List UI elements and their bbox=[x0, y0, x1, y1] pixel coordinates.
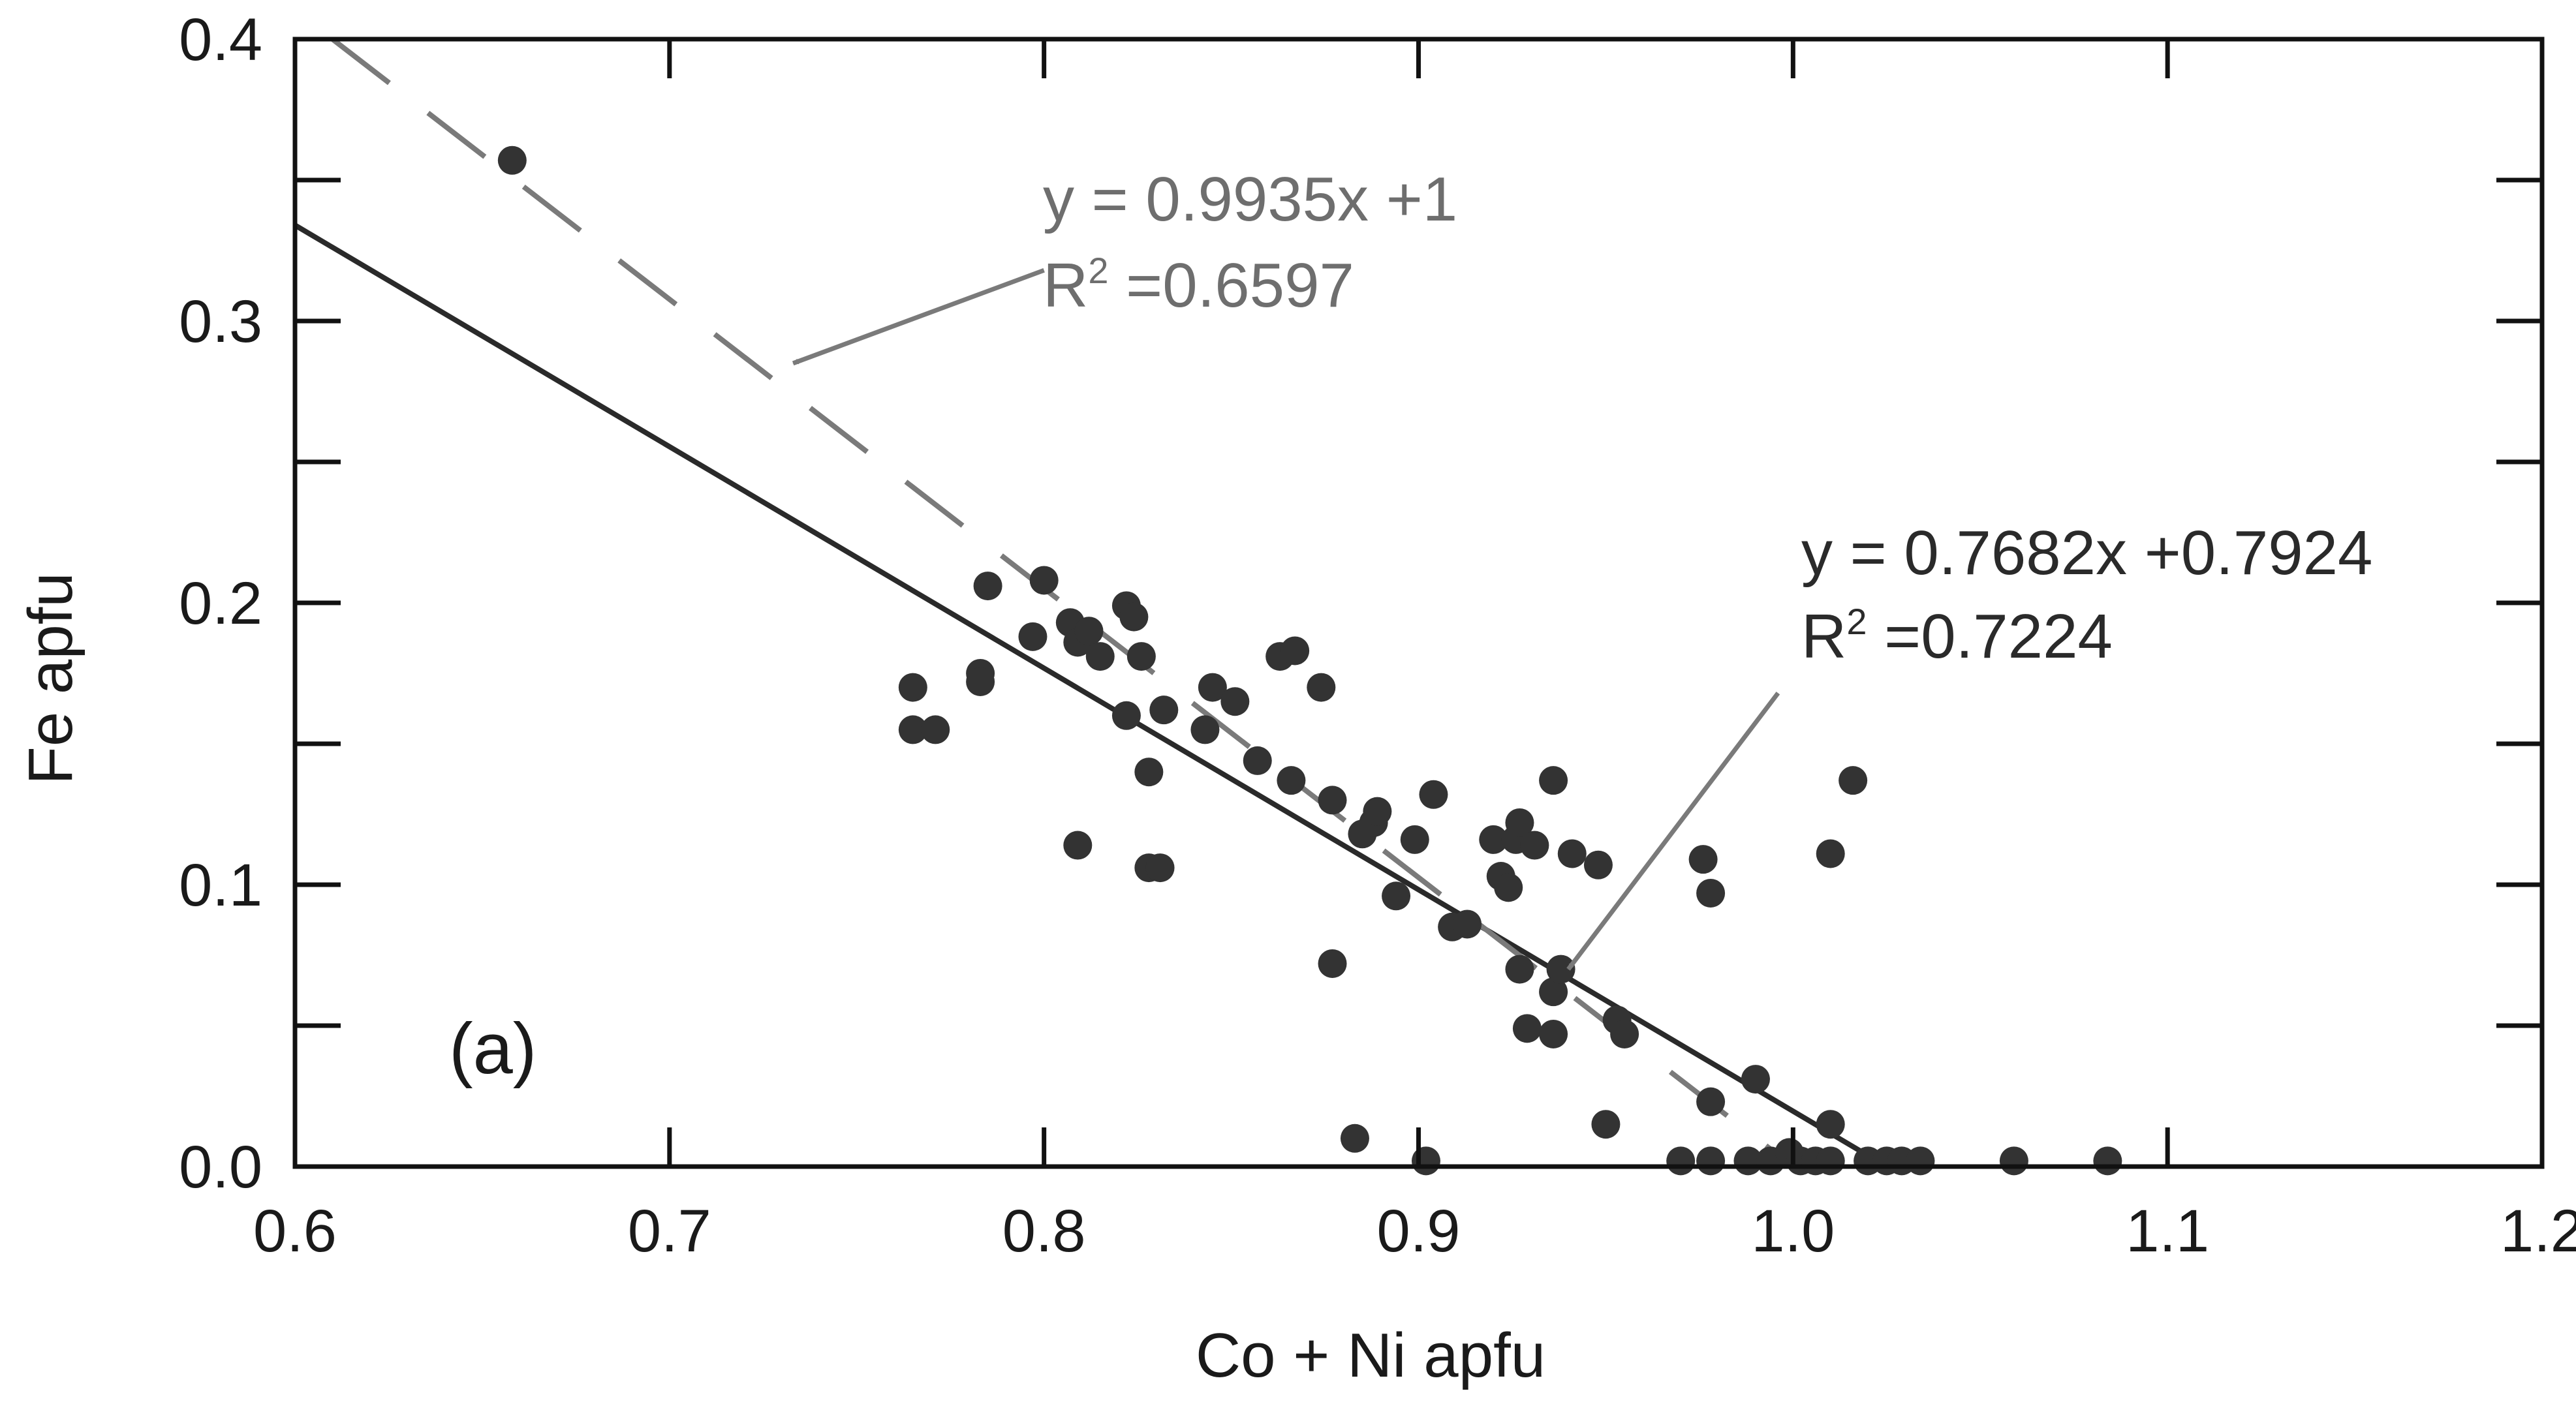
data-point bbox=[1494, 873, 1523, 902]
data-point bbox=[497, 145, 527, 175]
data-point bbox=[1111, 701, 1141, 730]
x-axis-label: Co + Ni apfu bbox=[1196, 1321, 1545, 1390]
data-point bbox=[1220, 687, 1250, 716]
data-point bbox=[1277, 766, 1306, 795]
data-point bbox=[1453, 909, 1482, 939]
data-point bbox=[1591, 1110, 1621, 1139]
solid-fit-r2-prefix: R bbox=[1801, 602, 1846, 671]
data-point bbox=[1816, 1146, 1845, 1176]
data-point bbox=[1816, 1110, 1845, 1139]
data-point bbox=[1557, 839, 1587, 868]
solid-fit-r2: R2 =0.7224 bbox=[1801, 601, 2113, 671]
solid-fit-r2-sup: 2 bbox=[1846, 601, 1867, 642]
y-tick-label: 0.4 bbox=[179, 7, 262, 73]
y-tick-label: 0.0 bbox=[179, 1134, 262, 1200]
data-point bbox=[1520, 831, 1549, 860]
solid-fit-r2-value: =0.7224 bbox=[1867, 602, 2112, 671]
data-point bbox=[1318, 949, 1347, 978]
data-point bbox=[1741, 1065, 1770, 1094]
data-point bbox=[1280, 636, 1310, 665]
data-point bbox=[1999, 1146, 2028, 1176]
x-tick-label: 0.9 bbox=[1377, 1198, 1461, 1264]
data-point bbox=[1363, 797, 1392, 826]
data-point bbox=[966, 667, 995, 696]
data-point bbox=[1411, 1146, 1440, 1176]
data-point bbox=[1307, 673, 1336, 702]
data-point bbox=[1696, 1087, 1726, 1116]
y-axis-label: Fe apfu bbox=[16, 572, 85, 785]
data-point bbox=[1400, 825, 1429, 854]
data-point bbox=[1419, 780, 1448, 809]
data-point bbox=[1539, 977, 1568, 1007]
data-point bbox=[1149, 695, 1179, 725]
data-point bbox=[1906, 1146, 1935, 1176]
y-axis-tick-labels: 0.0 0.1 0.2 0.3 0.4 bbox=[179, 7, 262, 1200]
data-point bbox=[1505, 955, 1534, 984]
data-point bbox=[1512, 1014, 1542, 1043]
data-point bbox=[1382, 881, 1411, 911]
data-point bbox=[1063, 831, 1093, 860]
data-point bbox=[2093, 1146, 2122, 1176]
dashed-fit-line bbox=[330, 37, 1795, 1169]
x-tick-label: 0.6 bbox=[253, 1198, 337, 1264]
data-point bbox=[1479, 825, 1508, 854]
data-point bbox=[1085, 642, 1115, 671]
x-tick-label: 0.8 bbox=[1002, 1198, 1086, 1264]
dashed-fit-r2-value: =0.6597 bbox=[1108, 251, 1354, 320]
data-point bbox=[1539, 1019, 1568, 1048]
data-point bbox=[1666, 1146, 1696, 1176]
data-point bbox=[1539, 766, 1568, 795]
data-point bbox=[1145, 853, 1175, 883]
dashed-fit-r2: R2 =0.6597 bbox=[1043, 250, 1354, 320]
data-point bbox=[1190, 715, 1220, 744]
x-axis-tick-labels: 0.6 0.7 0.8 0.9 1.0 1.1 1.2 bbox=[253, 1198, 2576, 1264]
data-point bbox=[1696, 1146, 1726, 1176]
x-tick-label: 0.7 bbox=[628, 1198, 711, 1264]
data-point bbox=[1505, 808, 1534, 837]
data-point bbox=[1243, 746, 1272, 775]
data-point bbox=[1198, 673, 1227, 702]
data-point bbox=[1134, 757, 1164, 787]
x-axis-ticks bbox=[292, 39, 2545, 1167]
annotation-arrows bbox=[792, 267, 1780, 971]
data-point bbox=[921, 715, 950, 744]
data-point bbox=[1340, 1123, 1369, 1153]
data-point bbox=[1074, 617, 1104, 646]
data-point bbox=[973, 572, 1002, 601]
data-point bbox=[1318, 786, 1347, 815]
dashed-fit-r2-sup: 2 bbox=[1088, 250, 1108, 291]
x-tick-label: 1.2 bbox=[2500, 1198, 2576, 1264]
x-tick-label: 1.0 bbox=[1751, 1198, 1835, 1264]
data-point bbox=[898, 715, 927, 744]
y-tick-label: 0.2 bbox=[179, 570, 262, 637]
y-tick-label: 0.3 bbox=[179, 288, 262, 355]
data-point bbox=[1839, 766, 1868, 795]
y-axis-ticks bbox=[295, 37, 2542, 1169]
data-point bbox=[1610, 1019, 1639, 1048]
dashed-fit-r2-prefix: R bbox=[1043, 251, 1088, 320]
dashed-fit-arrow bbox=[792, 267, 1045, 366]
data-point bbox=[1546, 955, 1575, 984]
dashed-fit-equation: y = 0.9935x +1 bbox=[1043, 164, 1457, 234]
data-point bbox=[1583, 850, 1613, 879]
data-point bbox=[1119, 602, 1149, 632]
data-point bbox=[1029, 566, 1059, 595]
data-point bbox=[1816, 839, 1845, 868]
solid-fit-arrow bbox=[1566, 692, 1780, 971]
y-tick-label: 0.1 bbox=[179, 852, 262, 919]
x-tick-label: 1.1 bbox=[2126, 1198, 2209, 1264]
panel-label: (a) bbox=[449, 1009, 536, 1089]
data-point bbox=[1696, 878, 1726, 908]
data-point bbox=[898, 673, 927, 702]
data-point bbox=[1126, 642, 1156, 671]
data-point bbox=[1018, 622, 1047, 651]
data-point bbox=[1688, 845, 1718, 874]
solid-fit-equation: y = 0.7682x +0.7924 bbox=[1801, 518, 2372, 588]
